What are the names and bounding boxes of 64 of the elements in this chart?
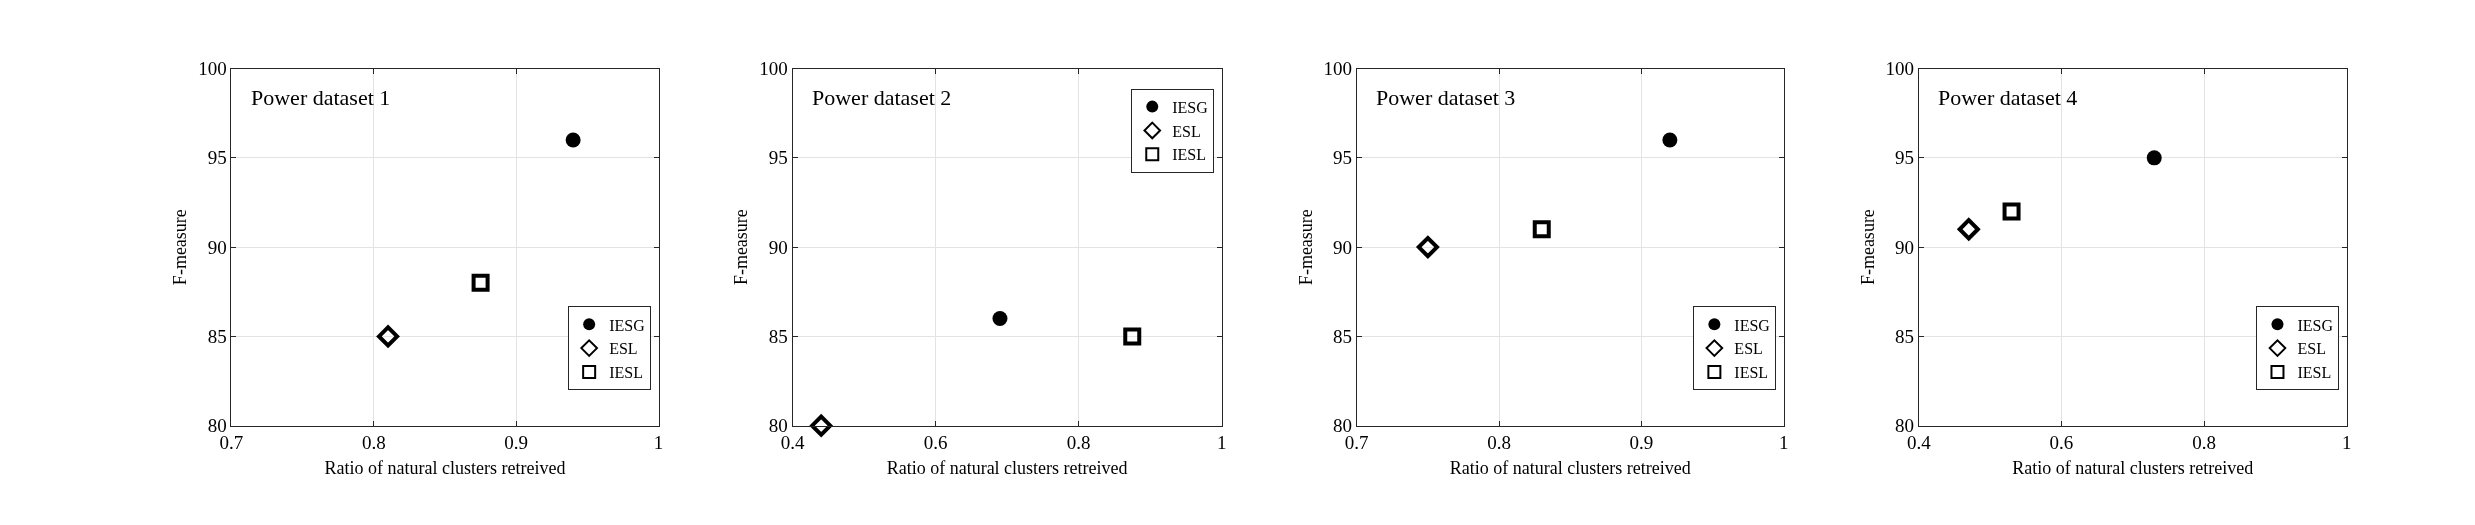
y-tick-label: 95 (1895, 147, 1915, 169)
legend-label: IESG (609, 316, 646, 334)
legend-label: IESG (1734, 316, 1771, 334)
point (2146, 150, 2162, 166)
legend-label: IESG (1172, 98, 1209, 116)
x-axis-title: Ratio of natural clusters retreived (886, 457, 1128, 478)
y-tick-label: 85 (1332, 326, 1352, 348)
point (376, 325, 400, 348)
legend-label: ESL (1172, 122, 1201, 140)
x-axis-title: Ratio of natural clusters retreived (2012, 457, 2254, 478)
x-tick-label: 1 (1779, 432, 1789, 454)
legend-label: ESL (2297, 340, 2326, 358)
point (1416, 236, 1439, 259)
point (1957, 218, 1980, 241)
y-axis-title: F-measure (170, 209, 191, 286)
x-tick-label: 1 (653, 432, 664, 454)
y-tick-label: 90 (207, 236, 227, 258)
y-tick-label: 85 (207, 326, 227, 348)
x-tick-label: 0.6 (923, 432, 948, 454)
point (565, 132, 581, 148)
legend-label: IESL (609, 364, 643, 382)
legend-label: IESL (2297, 364, 2332, 382)
x-tick-label: 0.6 (2049, 432, 2074, 454)
point (1123, 327, 1142, 346)
point (810, 414, 833, 437)
y-axis-title: F-measure (731, 209, 752, 286)
legend-label: IESL (1172, 146, 1207, 164)
x-axis-title: Ratio of natural clusters retreived (1449, 457, 1691, 478)
x-tick-label: 0.8 (2192, 432, 2217, 454)
x-tick-label: 0.8 (1066, 432, 1091, 454)
legend-label: ESL (609, 340, 638, 358)
y-axis-title: F-measure (1857, 209, 1878, 286)
y-tick-label: 100 (759, 58, 788, 80)
x-axis-title: Ratio of natural clusters retreived (324, 457, 566, 478)
y-tick-label: 85 (768, 326, 788, 348)
y-tick-label: 95 (207, 147, 227, 169)
y-tick-label: 95 (768, 147, 788, 169)
y-tick-label: 100 (1885, 58, 1915, 80)
legend-label: IESG (2297, 316, 2334, 334)
x-tick-label: 0.8 (1487, 432, 1511, 454)
y-tick-label: 95 (1332, 147, 1352, 169)
text: Power dataset 1 (251, 85, 391, 110)
x-tick-label: 0.9 (1629, 432, 1654, 454)
y-tick-label: 90 (768, 236, 788, 258)
y-tick-label: 90 (1332, 236, 1352, 258)
x-tick-label: 0.9 (504, 432, 529, 454)
point (992, 311, 1008, 327)
y-tick-label: 90 (1895, 236, 1915, 258)
y-tick-label: 100 (198, 58, 227, 80)
text: Power dataset 2 (812, 85, 952, 110)
y-tick-label: 100 (1323, 58, 1352, 80)
x-tick-label: 0.8 (361, 432, 386, 454)
y-tick-label: 85 (1895, 326, 1915, 348)
y-axis-title: F-measure (1295, 209, 1316, 286)
x-tick-label: 1 (2342, 432, 2352, 454)
point (1662, 132, 1678, 148)
text: Power dataset 4 (1938, 85, 2078, 110)
text: Power dataset 3 (1376, 85, 1516, 110)
point (2002, 202, 2021, 221)
legend-label: ESL (1734, 340, 1763, 358)
legend-label: IESL (1734, 364, 1769, 382)
x-tick-label: 1 (1216, 432, 1227, 454)
point (471, 273, 490, 292)
point (1532, 220, 1551, 239)
